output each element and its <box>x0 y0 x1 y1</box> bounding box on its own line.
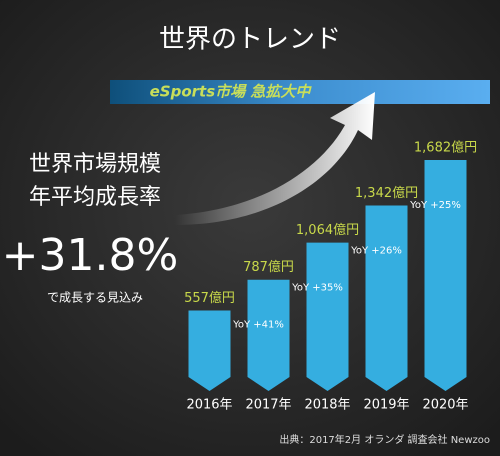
bar <box>188 310 231 391</box>
side-line2: 年平均成長率 <box>29 185 161 210</box>
x-tick-label: 2017年 <box>245 398 291 413</box>
bar <box>247 279 290 391</box>
bar <box>365 205 408 391</box>
yoy-label: YoY +35% <box>291 283 343 294</box>
bar <box>424 160 467 391</box>
side-line1: 世界市場規模 <box>29 152 161 177</box>
banner-text: eSports市場 急拡大中 <box>150 83 313 101</box>
value-label: 787億円 <box>243 259 294 275</box>
source: 出典：2017年2月 オランダ 調査会社 Newzoo <box>279 433 490 446</box>
x-tick-label: 2020年 <box>422 398 468 413</box>
yoy-label: YoY +25% <box>409 200 461 211</box>
value-label: 1,682億円 <box>414 140 477 156</box>
growth-arrow <box>175 92 375 225</box>
value-label: 1,342億円 <box>355 185 418 201</box>
value-label: 1,064億円 <box>296 222 359 238</box>
value-label: 557億円 <box>184 290 235 306</box>
side-note: で成長する見込み <box>47 291 143 305</box>
bar <box>306 242 349 391</box>
growth-rate: +31.8% <box>2 230 179 281</box>
x-tick-label: 2018年 <box>304 398 350 413</box>
x-tick-label: 2016年 <box>186 398 232 413</box>
yoy-label: YoY +26% <box>350 245 402 256</box>
x-tick-label: 2019年 <box>363 398 409 413</box>
yoy-label: YoY +41% <box>232 320 284 331</box>
banner <box>110 80 490 104</box>
title: 世界のトレンド <box>159 25 341 55</box>
